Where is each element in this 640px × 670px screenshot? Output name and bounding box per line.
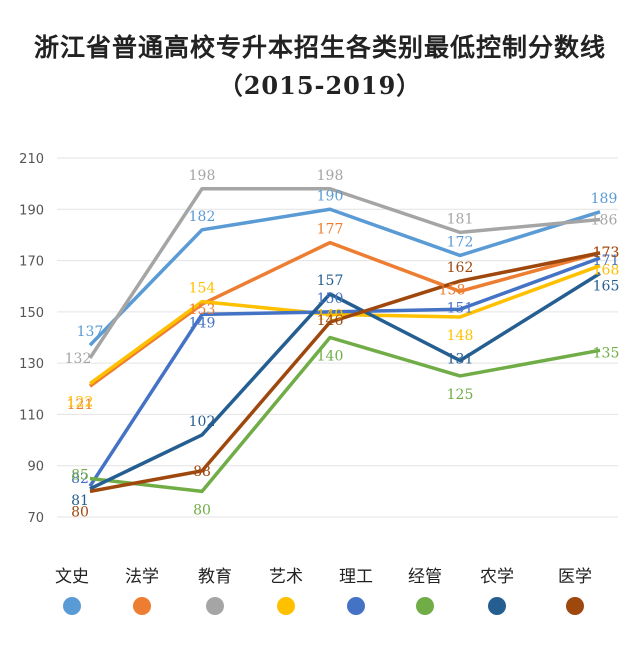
chart-subtitle: （2015-2019） [218,71,422,100]
data-label: 173 [593,245,620,261]
legend-item-法学: 法学 [107,562,177,619]
data-label: 171 [593,253,620,269]
data-label: 80 [193,502,211,518]
data-label: 151 [447,300,474,316]
data-label: 148 [447,328,474,344]
legend-label: 艺术 [269,567,303,587]
data-label: 177 [317,222,344,238]
series-line-经管 [89,335,601,494]
data-label: 165 [593,278,620,294]
data-label: 149 [189,315,216,331]
data-label: 149 [317,307,344,323]
legend-label: 理工 [339,567,373,587]
y-tick-label: 110 [19,408,44,423]
legend-swatch [277,597,295,615]
data-label: 162 [447,260,474,276]
line-chart: 70 90 110 130 150 170 190 210 137 182 190 172 189 12… [19,152,620,526]
series-line-文史 [88,207,601,347]
data-label: 122 [67,395,94,411]
y-tick-label: 70 [27,511,44,526]
legend-item-理工: 理工 [321,562,391,619]
legend-label: 医学 [558,567,592,587]
legend-label: 文史 [55,567,89,587]
y-axis-ticks: 70 90 110 130 150 170 190 210 [19,152,44,526]
series-line-医学 [89,251,601,494]
data-label: 150 [317,291,344,307]
data-label: 157 [317,273,344,289]
legend-label: 经管 [408,567,442,587]
legend-item-农学: 农学 [462,562,532,619]
data-label: 186 [591,213,618,229]
data-label: 85 [71,468,89,484]
series-line-农学 [89,271,601,491]
legend-label: 农学 [480,567,514,587]
data-label: 80 [71,504,89,520]
data-label: 81 [71,493,89,509]
data-label: 190 [317,188,344,204]
series-line-法学 [88,240,601,388]
legend-swatch [416,597,434,615]
y-tick-label: 90 [27,460,44,475]
data-label: 181 [447,211,474,227]
data-label: 153 [189,302,216,318]
legend-swatch [206,597,224,615]
data-label: 88 [193,464,211,480]
y-tick-label: 190 [19,203,44,218]
data-label: 146 [317,313,344,329]
data-label: 131 [447,352,474,368]
y-tick-label: 150 [19,306,44,321]
data-label: 154 [189,281,216,297]
legend-swatch [133,597,151,615]
data-label: 137 [77,324,104,340]
data-label: 158 [439,282,466,298]
data-labels: 137 182 190 172 189 121 153 177 158 173 132 198 198 1… [65,168,620,521]
legend-item-医学: 医学 [540,562,610,619]
legend: 文史 法学 教育 艺术 理工 经管 农学 医学 [0,562,640,622]
data-label: 198 [317,168,344,184]
data-label: 135 [593,345,620,361]
data-label: 168 [593,263,620,279]
series-line-艺术 [88,264,601,386]
data-label: 173 [593,245,620,261]
data-label: 82 [71,471,89,487]
legend-label: 法学 [125,567,159,587]
series-line-教育 [88,187,601,359]
data-label: 140 [317,349,344,365]
legend-swatch [488,597,506,615]
data-label: 172 [447,234,474,250]
data-label: 125 [447,387,474,403]
chart-title: 浙江省普通高校专升本招生各类别最低控制分数线 [33,33,606,62]
legend-swatch [63,597,81,615]
legend-label: 教育 [198,567,232,587]
series-line-理工 [88,256,601,488]
series-lines [88,187,601,494]
data-label: 198 [189,168,216,184]
legend-swatch [347,597,365,615]
y-tick-label: 210 [19,152,44,167]
legend-item-艺术: 艺术 [251,562,321,619]
legend-swatch [566,597,584,615]
data-label: 182 [189,209,216,225]
y-tick-label: 130 [19,357,44,372]
legend-item-文史: 文史 [37,562,107,619]
data-label: 189 [591,191,618,207]
data-label: 121 [67,397,94,413]
data-label: 102 [189,414,216,430]
data-label: 132 [65,351,92,367]
legend-item-经管: 经管 [390,562,460,619]
legend-item-教育: 教育 [180,562,250,619]
y-tick-label: 170 [19,255,44,270]
